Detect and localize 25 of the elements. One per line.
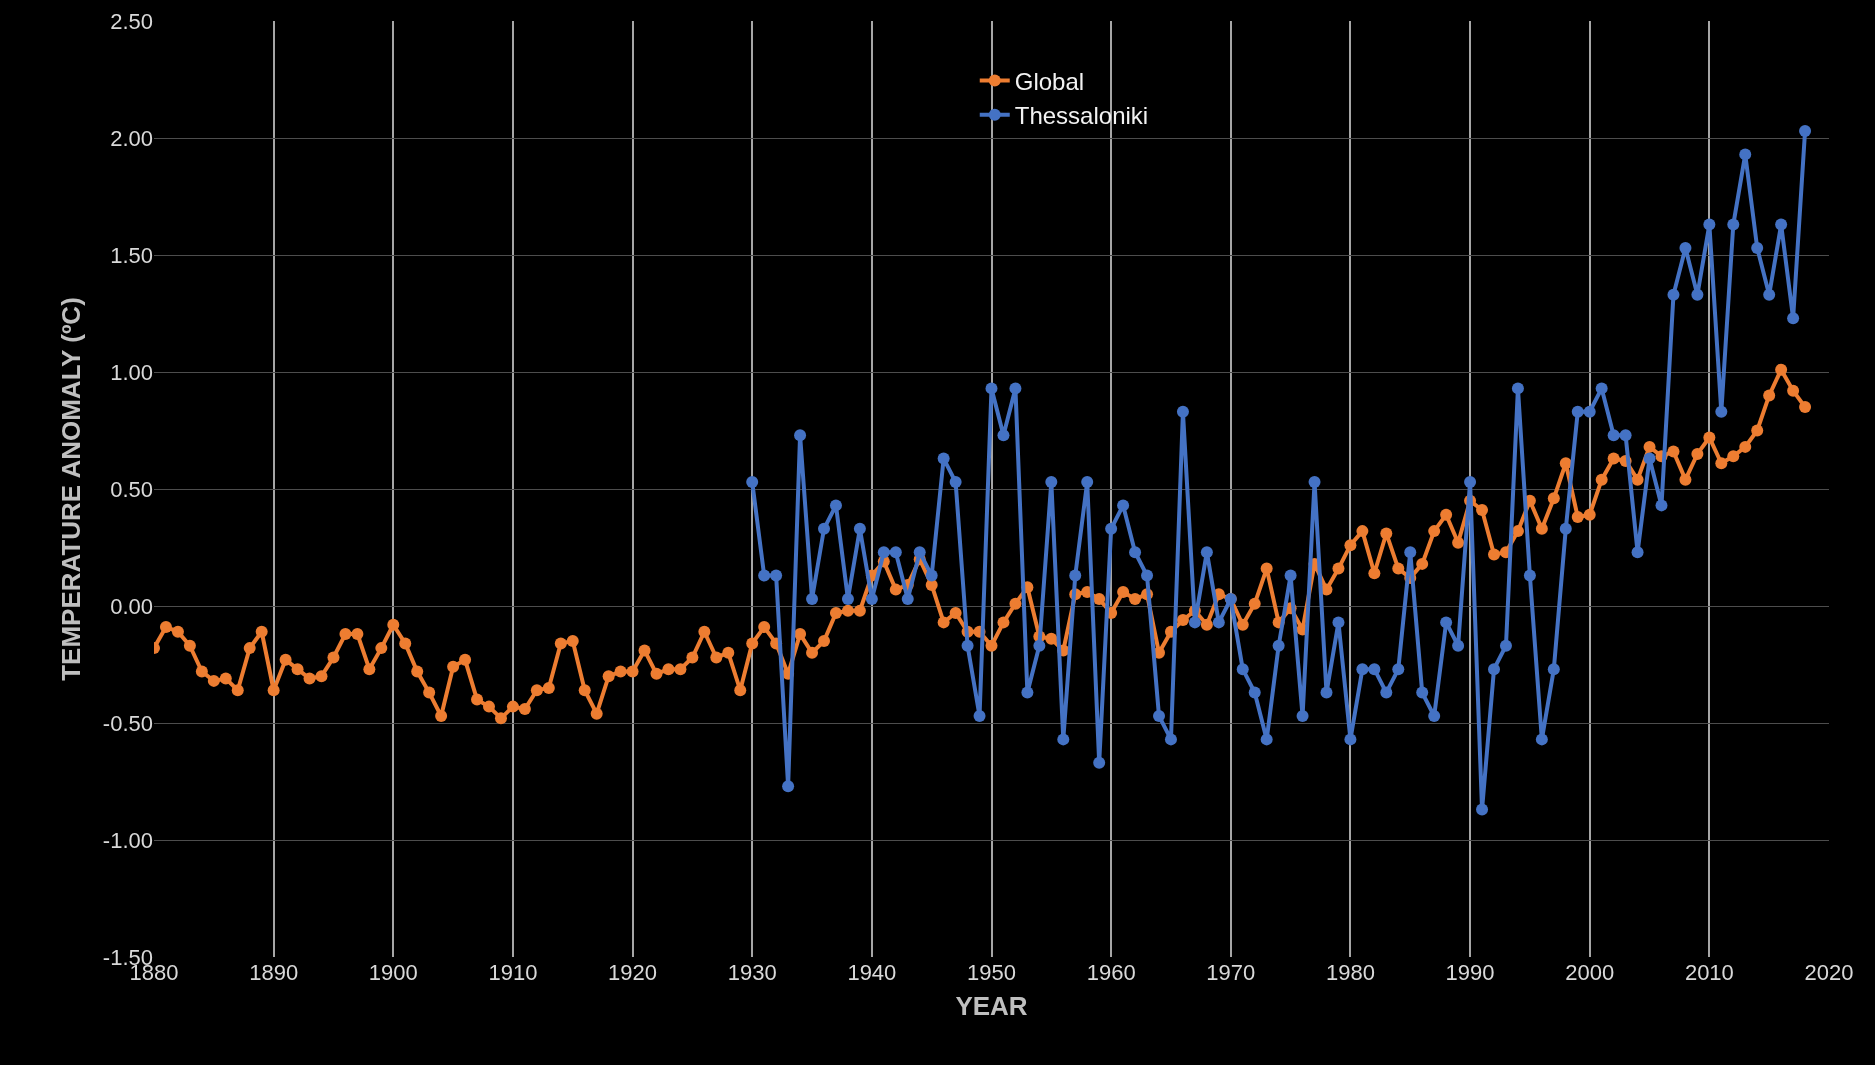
y-tick-label: 1.00 — [110, 359, 153, 385]
x-tick-label: 1920 — [608, 960, 658, 985]
y-tick-label: -1.00 — [102, 827, 153, 853]
y-tick-label: 0.50 — [110, 476, 153, 502]
y-tick-label: -0.50 — [102, 710, 153, 736]
x-tick-label: 1960 — [1086, 960, 1136, 985]
x-tick-label: 1890 — [249, 960, 299, 985]
y-tick-label: 2.00 — [110, 125, 153, 151]
x-tick-label: 1990 — [1445, 960, 1495, 985]
x-tick-label: 2010 — [1684, 960, 1734, 985]
x-tick-label: 2020 — [1804, 960, 1854, 985]
x-tick-label: 1980 — [1325, 960, 1375, 985]
y-tick-label: 1.50 — [110, 242, 153, 268]
y-tick-label: 0.00 — [110, 593, 153, 619]
y-tick-label: 2.50 — [110, 8, 153, 34]
x-tick-label: 1930 — [727, 960, 777, 985]
y-axis-title: TEMPERATURE ANOMALY (ºC) — [56, 297, 87, 681]
x-tick-label: 2000 — [1565, 960, 1615, 985]
x-tick-label: 1900 — [368, 960, 418, 985]
x-tick-label: 1970 — [1206, 960, 1256, 985]
legend-label: Global — [1014, 67, 1085, 95]
x-axis-title: YEAR — [955, 990, 1028, 1021]
x-tick-label: 1940 — [847, 960, 897, 985]
x-tick-label: 1950 — [967, 960, 1016, 985]
x-tick-label: 1910 — [488, 960, 538, 985]
